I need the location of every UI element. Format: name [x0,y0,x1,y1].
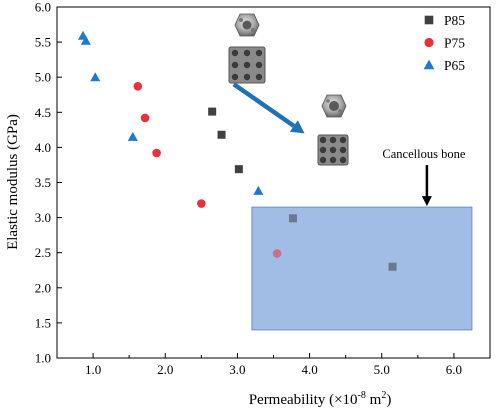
y-tick-label: 5.5 [35,35,51,50]
y-tick-label: 4.5 [35,105,51,120]
legend-label-p85: P85 [444,13,465,28]
data-point-p85 [388,262,397,271]
y-tick-label: 3.5 [35,175,51,190]
legend-label-p65: P65 [444,58,465,73]
y-axis-ticks: 1.0 1.5 2.0 2.5 3.0 3.5 4.0 4.5 5.0 5.5 6.0 [35,0,62,366]
cancellous-bone-label: Cancellous bone [382,147,465,161]
data-markers [77,30,397,271]
data-point-p65 [127,131,138,141]
data-point-p65 [90,72,101,82]
data-point-p75 [272,249,282,258]
data-point-p85 [208,107,217,116]
x-tick-label: 2.0 [157,362,173,377]
legend: P85 P75 P65 [423,13,465,73]
y-tick-label: 1.0 [35,351,51,366]
cancellous-bone-arrow [421,165,432,207]
data-point-p75 [140,113,150,123]
data-point-p65 [80,35,91,45]
y-tick-label: 2.0 [35,280,51,295]
data-point-p75 [133,82,143,91]
y-tick-label: 2.5 [35,245,51,260]
y-tick-label: 4.0 [35,140,51,155]
y-tick-label: 3.0 [35,210,51,225]
legend-marker-p75 [424,37,434,48]
data-point-p85 [234,165,243,174]
legend-marker-p65 [423,59,435,70]
x-tick-label: 5.0 [374,362,390,377]
legend-marker-p85 [424,15,434,25]
x-axis-ticks: 1.0 2.0 3.0 4.0 5.0 6.0 [56,353,491,377]
x-tick-label: 4.0 [301,362,317,377]
cancellous-bone-arrow-head [421,196,432,207]
unit-cell-illustration-small [321,94,347,118]
trend-arrow-head [289,120,305,134]
y-tick-label: 6.0 [35,0,51,15]
y-tick-label: 1.5 [35,315,51,330]
x-tick-label: 3.0 [229,362,245,377]
x-tick-label: 6.0 [446,362,462,377]
trend-arrow-shaft [232,82,296,128]
unit-cell-illustration-large [234,13,260,37]
cancellous-bone-region [251,206,473,331]
x-axis-label: Permeability (×10-8 m2) [249,390,392,408]
trend-arrow [232,82,305,134]
y-tick-label: 5.0 [35,70,51,85]
data-point-p75 [152,148,161,158]
data-point-p75 [197,199,206,208]
x-tick-label: 1.0 [85,362,101,377]
data-point-p85 [288,214,297,223]
data-point-p85 [217,130,226,139]
lattice-illustration-small [317,134,349,166]
data-point-p65 [253,185,264,195]
legend-label-p75: P75 [444,36,465,51]
y-axis-label: Elastic modulus (GPa) [5,114,21,250]
lattice-illustration-large [228,46,266,84]
